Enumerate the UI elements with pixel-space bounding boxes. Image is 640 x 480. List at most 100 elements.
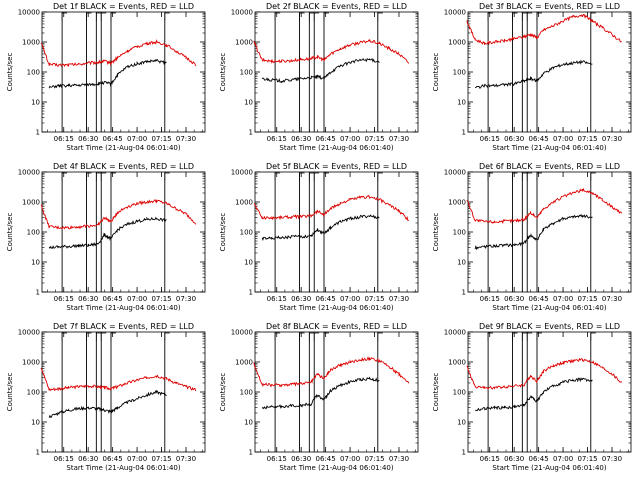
series-line-lld	[466, 187, 623, 225]
y-tick-label: 1000	[235, 359, 253, 367]
y-axis-label: Counts/sec	[432, 213, 440, 252]
interval-flag	[299, 12, 305, 21]
x-tick-label: 06:45	[103, 455, 123, 463]
y-tick-label: 10	[457, 419, 466, 427]
y-tick-label: 100	[453, 229, 466, 237]
y-tick-label: 1	[249, 129, 253, 137]
x-tick-label: 07:15	[151, 455, 171, 463]
y-tick-label: 1000	[22, 359, 40, 367]
y-tick-label: 10	[244, 259, 253, 267]
y-axis-label: Counts/sec	[219, 373, 227, 412]
y-axis-label: Counts/sec	[6, 373, 14, 412]
interval-flag	[308, 172, 315, 181]
series-line-lld	[253, 194, 409, 221]
interval-flag	[521, 332, 528, 341]
y-tick-label: 10000	[444, 9, 466, 17]
plot-frame	[41, 171, 206, 293]
x-tick-label: 07:15	[364, 295, 384, 303]
x-tick-label: 07:30	[602, 295, 622, 303]
x-tick-label: 07:15	[151, 295, 171, 303]
interval-flag	[308, 12, 315, 21]
y-tick-label: 10000	[444, 169, 466, 177]
panel-title: Det 4f BLACK = Events, RED = LLD	[53, 162, 194, 171]
series-line-events	[261, 376, 380, 410]
panel-det-3: Det 3f BLACK = Events, RED = LLD 1 10 100 10…	[432, 2, 632, 152]
interval-flag	[274, 12, 281, 21]
interval-flag	[323, 172, 330, 181]
panel-title: Det 8f BLACK = Events, RED = LLD	[266, 322, 407, 331]
x-tick-label: 06:15	[267, 295, 287, 303]
x-tick-label: 06:15	[480, 135, 500, 143]
interval-flag	[512, 172, 518, 181]
y-tick-label: 1	[249, 449, 253, 457]
series-line-events	[475, 59, 593, 89]
interval-flag	[61, 172, 68, 181]
series-line-events	[48, 216, 167, 249]
x-tick-label: 06:15	[54, 455, 74, 463]
interval-flag	[536, 12, 543, 21]
series-line-events	[261, 214, 380, 242]
interval-flag	[299, 172, 305, 181]
interval-flag	[487, 12, 494, 21]
x-axis-label: Start Time (21-Aug-04 06:01:40)	[279, 144, 393, 152]
y-tick-label: 10000	[18, 329, 40, 337]
y-tick-label: 10	[244, 419, 253, 427]
x-tick-label: 06:45	[316, 295, 336, 303]
interval-flag	[521, 172, 528, 181]
interval-flag	[61, 12, 68, 21]
x-axis-label: Start Time (21-Aug-04 06:01:40)	[66, 304, 180, 312]
x-tick-label: 07:30	[389, 455, 409, 463]
interval-flag	[313, 172, 320, 181]
series-line-lld	[40, 199, 197, 230]
plot-frame	[41, 331, 206, 453]
y-tick-label: 10000	[18, 9, 40, 17]
x-tick-label: 06:30	[78, 455, 98, 463]
y-tick-label: 1	[36, 289, 40, 297]
plot-frame	[254, 171, 419, 293]
interval-flag	[521, 12, 528, 21]
interval-flag	[86, 12, 92, 21]
interval-flag	[377, 172, 383, 181]
series-line-lld	[466, 13, 622, 46]
x-tick-label: 06:45	[103, 295, 123, 303]
y-tick-label: 10000	[18, 169, 40, 177]
y-tick-label: 10000	[231, 169, 253, 177]
x-tick-label: 07:00	[127, 135, 147, 143]
x-axis-label: Start Time (21-Aug-04 06:01:40)	[279, 304, 393, 312]
series-line-lld	[40, 38, 197, 68]
series-line-lld	[466, 357, 623, 390]
x-tick-label: 06:45	[529, 135, 549, 143]
series-line-events	[261, 57, 380, 84]
y-tick-label: 1	[36, 129, 40, 137]
x-tick-label: 07:15	[364, 135, 384, 143]
x-axis-label: Start Time (21-Aug-04 06:01:40)	[279, 464, 393, 472]
x-tick-label: 06:15	[54, 295, 74, 303]
x-tick-label: 06:45	[316, 135, 336, 143]
x-tick-label: 07:30	[389, 135, 409, 143]
interval-flag	[526, 172, 533, 181]
interval-flag	[536, 172, 543, 181]
interval-flag	[110, 12, 117, 21]
panel-title: Det 7f BLACK = Events, RED = LLD	[53, 322, 194, 331]
series-line-events	[48, 59, 167, 89]
x-tick-label: 06:15	[267, 455, 287, 463]
panel-det-1: Det 1f BLACK = Events, RED = LLD 1 10 100 10…	[6, 2, 206, 152]
y-tick-label: 10	[457, 99, 466, 107]
y-tick-label: 1	[462, 129, 466, 137]
panel-det-6: Det 6f BLACK = Events, RED = LLD 1 10 100 10…	[432, 162, 632, 312]
interval-flag	[487, 332, 494, 341]
interval-flag	[110, 332, 117, 341]
panel-title: Det 6f BLACK = Events, RED = LLD	[479, 162, 620, 171]
plot-frame	[41, 11, 206, 133]
interval-flag	[100, 332, 107, 341]
y-tick-label: 100	[27, 229, 40, 237]
x-tick-label: 07:00	[553, 295, 573, 303]
x-tick-label: 07:30	[389, 295, 409, 303]
x-tick-label: 06:45	[529, 455, 549, 463]
x-tick-label: 07:00	[340, 295, 360, 303]
x-tick-label: 07:00	[340, 135, 360, 143]
interval-flag	[100, 172, 107, 181]
interval-flag	[95, 12, 102, 21]
interval-flag	[86, 172, 92, 181]
x-tick-label: 06:30	[78, 295, 98, 303]
